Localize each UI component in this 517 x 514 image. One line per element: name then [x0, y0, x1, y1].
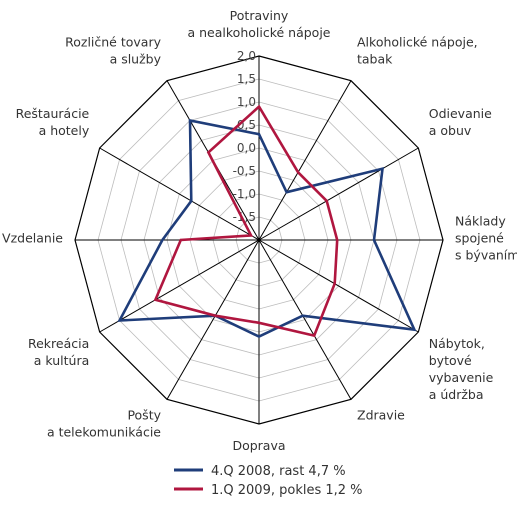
axis-spoke — [258, 239, 352, 400]
axis-spoke — [166, 239, 260, 400]
tick-label: -1,0 — [233, 187, 256, 201]
tick-label: -0,5 — [233, 164, 256, 178]
legend-label: 4.Q 2008, rast 4,7 % — [211, 464, 346, 479]
axis-spoke — [99, 239, 260, 333]
category-label: Alkoholické nápoje, tabak — [357, 34, 478, 66]
axis-spoke — [258, 239, 419, 333]
category-label: Zdravie — [357, 408, 405, 423]
tick-label: 1,5 — [237, 72, 256, 86]
legend: 4.Q 2008, rast 4,7 % 1.Q 2009, pokles 1,2… — [174, 464, 363, 498]
axis-spoke — [258, 80, 352, 241]
category-label: Rozličné tovary a služby — [65, 34, 161, 66]
tick-label: 2,0 — [237, 49, 256, 63]
tick-label: 0,0 — [237, 141, 256, 155]
legend-label: 1.Q 2009, pokles 1,2 % — [211, 483, 363, 498]
category-label: Nábytok, bytové vybavenie a údržba — [429, 336, 494, 402]
axis-spoke — [258, 147, 419, 241]
series-line-2 — [153, 104, 339, 338]
category-label: Reštaurácie a hotely — [16, 106, 90, 138]
category-label: Doprava — [232, 438, 285, 453]
axis-spoke — [99, 147, 260, 241]
category-label: Vzdelanie — [2, 231, 63, 246]
category-label: Náklady spojené s bývaním — [455, 214, 517, 263]
category-label: Pošty a telekomunikácie — [47, 408, 162, 440]
series-line-1 — [117, 118, 417, 339]
radial-axis-ticks: -1,5-1,0-0,50,00,51,01,52,0 — [233, 49, 256, 224]
category-label: Rekreácia a kultúra — [28, 336, 89, 368]
radar-grid — [74, 55, 444, 425]
category-labels: Potraviny a nealkoholické nápoje Alkoholic… — [2, 8, 517, 453]
tick-label: 1,0 — [237, 95, 256, 109]
data-series — [117, 104, 417, 339]
category-label: Odievanie a obuv — [429, 106, 492, 138]
category-label: Potraviny a nealkoholické nápoje — [188, 8, 331, 40]
